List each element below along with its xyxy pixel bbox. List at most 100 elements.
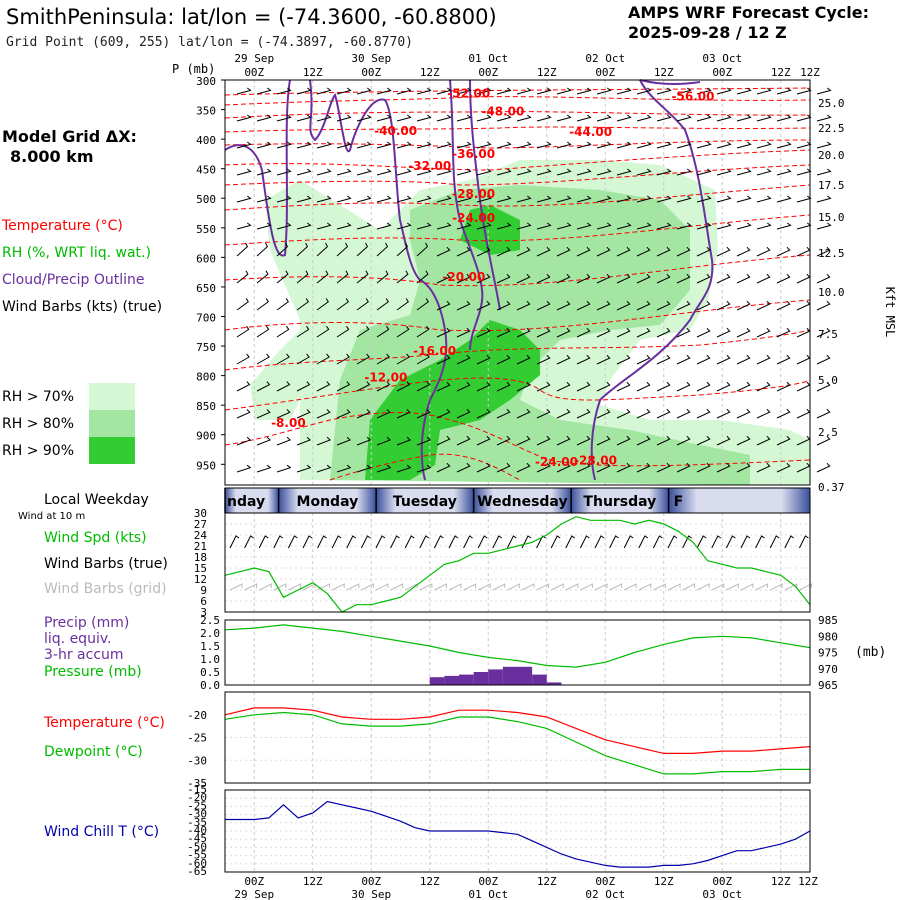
top-date-label: 01 Oct [468, 52, 508, 65]
wind-barb [376, 325, 390, 338]
wind-barb [816, 408, 831, 419]
wind-barb [256, 242, 269, 257]
legend-cloud: Cloud/Precip Outline [2, 272, 145, 288]
wind-barb [316, 409, 331, 419]
surface-wind-barb [433, 535, 444, 549]
wind-barb [496, 462, 511, 473]
wind-barb [476, 462, 491, 473]
wind-barb [536, 462, 551, 473]
wind-barb [256, 409, 271, 419]
wind-barb [616, 435, 631, 446]
wind-barb [436, 141, 452, 149]
precip-tick: 2.5 [200, 614, 220, 627]
wind-barb [336, 381, 351, 392]
wind-barb [636, 435, 651, 446]
wind-barb [596, 381, 611, 392]
wind-barb [256, 436, 272, 446]
wind-barb [756, 168, 772, 176]
wind-barb [596, 114, 612, 122]
wind-barb [476, 195, 492, 203]
wind-barb [256, 270, 269, 284]
wind-barb [696, 462, 711, 473]
surface-wind-barb [594, 535, 605, 549]
weekday-bar: nday Monday Tuesday Wednesday Thursday F [224, 487, 811, 514]
wind-barb [436, 435, 451, 446]
wind-barb [256, 353, 270, 365]
wind-barb [236, 436, 252, 446]
wind-barb [816, 87, 832, 95]
wind-barb [556, 354, 571, 365]
temperature-contour-label: -52.00 [447, 87, 490, 101]
surface-wind-barb [755, 535, 765, 549]
cycle-value: 2025-09-28 / 12 Z [628, 23, 787, 42]
grid-wind-barb [244, 583, 258, 591]
wind-barb [676, 246, 691, 257]
temperature-contour-label: -20.00 [442, 270, 485, 284]
wind-barb [496, 381, 511, 392]
wind-barb [456, 462, 471, 473]
cloud-outline [224, 79, 714, 481]
weekday-name: nday [227, 494, 265, 510]
wind-barb [296, 353, 310, 365]
wind-barb [656, 246, 671, 257]
temperature-contour-label: -24.00 [452, 211, 495, 225]
wind-barb [596, 222, 612, 230]
wind-barb [496, 195, 512, 203]
wind-barb [536, 168, 552, 176]
wind-barb [376, 464, 392, 473]
wind-barb [276, 409, 291, 419]
wind-barb [476, 114, 492, 122]
wind-barb [476, 327, 491, 338]
temperature-contour-label: -28.00 [452, 187, 495, 201]
wind-barb [296, 87, 312, 95]
pressure-tick: 350 [196, 105, 216, 118]
wind-barb [756, 354, 771, 365]
wind-tick: 21 [194, 540, 207, 553]
wind-barb [436, 462, 451, 473]
pressure-tick: 400 [196, 134, 216, 147]
pressure-label: Pressure (mb) [44, 664, 142, 680]
wind-barb [376, 409, 391, 419]
wind-barb [296, 168, 312, 176]
wind-barb [696, 408, 711, 419]
surface-wind-barb [273, 535, 284, 549]
wind-barb [276, 464, 292, 473]
legend-barbs: Wind Barbs (kts) (true) [2, 299, 162, 315]
wind-barb [696, 354, 711, 365]
wind-barb [556, 462, 571, 473]
weekday-name: Thursday [583, 494, 656, 510]
wind-barb [536, 273, 551, 284]
wind-barb [416, 464, 432, 473]
grid-spacing-label: Model Grid ΔX: [2, 127, 137, 146]
wind-barb [616, 195, 632, 203]
wind-barb [656, 222, 672, 230]
wind-barb [496, 168, 512, 176]
legend-rh80: RH > 80% [2, 416, 74, 432]
surface-wind-barb [448, 535, 459, 549]
temp-tick: -35 [187, 777, 207, 790]
pressure-tick: 950 [196, 459, 216, 472]
chill-tick: -50 [187, 840, 207, 853]
wind-barb [356, 87, 372, 95]
grid-wind-barb [565, 583, 579, 591]
wind-level-label: Wind at 10 m [18, 511, 85, 522]
wind-barb [416, 270, 429, 284]
wind-barb [396, 381, 411, 392]
bottom-time-tick: 12Z [420, 875, 440, 888]
wind-barb [536, 87, 552, 95]
wind-barb [256, 325, 270, 338]
temperature-contour-label: -16.00 [413, 344, 456, 358]
wind-barb [776, 462, 791, 473]
wind-barb [776, 408, 791, 419]
wind-barb [276, 325, 290, 338]
wind-barb [276, 141, 292, 149]
grid-wind-barb [609, 583, 623, 591]
top-time-tick: 12Z [420, 66, 440, 79]
wind-barb [496, 273, 511, 284]
wind-barb [296, 464, 312, 473]
grid-wind-barb [346, 583, 360, 591]
wind-barb [436, 168, 452, 176]
wind-barb [616, 114, 632, 122]
surface-wind-barb [302, 535, 313, 549]
